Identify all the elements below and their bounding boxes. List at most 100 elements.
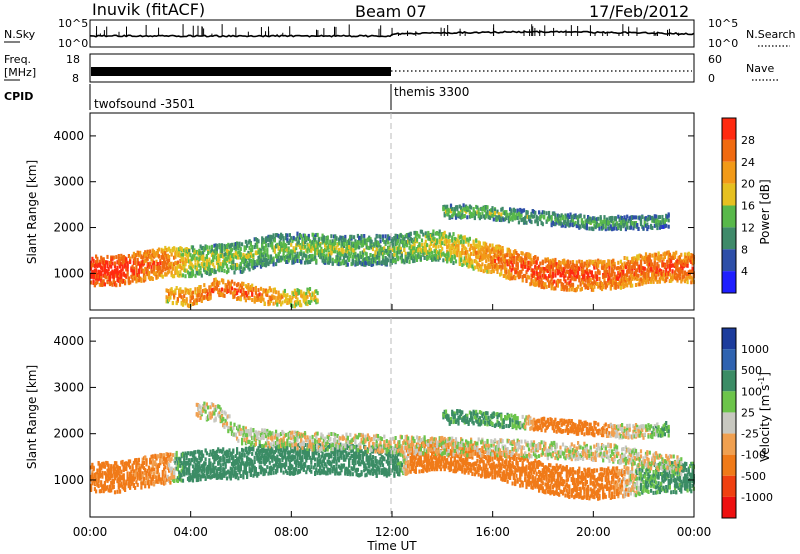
data-cell xyxy=(199,270,202,275)
data-cell xyxy=(118,477,122,482)
data-cell xyxy=(519,207,522,212)
data-cell xyxy=(151,253,154,257)
data-cell xyxy=(100,464,103,469)
data-cell xyxy=(667,254,670,259)
data-cell xyxy=(141,464,144,469)
data-cell xyxy=(286,293,289,298)
data-cell xyxy=(493,248,497,253)
data-cell xyxy=(561,214,565,219)
data-cell xyxy=(602,275,605,280)
data-cell xyxy=(504,258,507,263)
data-cell xyxy=(387,258,390,263)
data-cell xyxy=(219,261,222,266)
data-cell xyxy=(214,286,217,290)
data-cell xyxy=(383,246,386,251)
data-cell xyxy=(622,222,625,227)
data-cell xyxy=(293,300,296,305)
data-cell xyxy=(399,255,402,260)
data-cell xyxy=(120,268,123,273)
data-cell xyxy=(308,292,312,297)
data-cell xyxy=(193,299,196,304)
data-cell xyxy=(296,241,299,246)
data-cell xyxy=(422,248,425,253)
data-cell xyxy=(350,250,353,255)
data-cell xyxy=(656,222,659,227)
data-cell xyxy=(564,219,567,224)
data-cell xyxy=(582,265,585,270)
data-cell xyxy=(152,267,156,272)
data-cell xyxy=(597,284,600,289)
data-cell xyxy=(171,290,174,295)
data-cell xyxy=(462,259,465,264)
data-cell xyxy=(451,235,454,240)
data-cell xyxy=(568,223,571,228)
data-cell xyxy=(535,218,538,222)
data-cell xyxy=(217,290,220,295)
data-cell xyxy=(120,256,123,261)
data-cell xyxy=(468,247,471,252)
data-cell xyxy=(129,479,132,484)
data-cell xyxy=(310,298,313,303)
data-cell xyxy=(506,274,509,279)
data-cell xyxy=(505,259,508,264)
data-cell xyxy=(295,302,298,307)
data-cell xyxy=(91,256,94,261)
data-cell xyxy=(561,260,565,265)
data-cell xyxy=(677,273,680,278)
data-cell xyxy=(487,248,490,253)
data-cell xyxy=(205,254,208,258)
data-cell xyxy=(441,252,444,257)
data-cell xyxy=(101,283,104,287)
data-cell xyxy=(588,220,591,225)
data-cell xyxy=(209,271,212,275)
data-cell xyxy=(239,255,242,260)
data-cell xyxy=(125,481,128,486)
data-cell xyxy=(267,288,270,293)
data-cell xyxy=(256,259,259,264)
data-cell xyxy=(100,480,103,485)
data-cell xyxy=(578,266,581,271)
data-cell xyxy=(137,468,140,473)
data-cell xyxy=(90,260,93,265)
data-cell xyxy=(247,240,250,245)
data-cell xyxy=(551,267,554,272)
data-cell xyxy=(512,274,515,279)
data-cell xyxy=(185,253,188,257)
data-cell xyxy=(93,269,96,274)
data-cell xyxy=(431,250,434,255)
data-cell xyxy=(223,247,226,252)
data-cell xyxy=(632,215,635,220)
data-cell xyxy=(369,237,372,242)
data-cell xyxy=(490,270,493,274)
data-cell xyxy=(326,246,329,251)
data-cell xyxy=(225,248,229,253)
data-cell xyxy=(174,254,177,259)
data-cell xyxy=(566,213,570,218)
data-cell xyxy=(194,290,197,295)
data-cell xyxy=(458,235,461,240)
data-cell xyxy=(139,250,142,255)
data-cell xyxy=(220,243,224,248)
data-cell xyxy=(676,274,679,278)
data-cell xyxy=(233,245,236,250)
data-cell xyxy=(619,283,622,288)
data-cell xyxy=(521,266,524,271)
data-cell xyxy=(444,238,448,243)
data-cell xyxy=(150,265,153,270)
data-cell xyxy=(390,239,393,244)
data-cell xyxy=(228,244,231,249)
data-cell xyxy=(288,254,291,259)
data-cell xyxy=(266,237,269,242)
data-cell xyxy=(670,263,673,268)
data-cell xyxy=(516,261,519,266)
data-cell xyxy=(142,476,146,481)
data-cell xyxy=(194,298,197,303)
data-cell xyxy=(461,263,464,267)
data-cell xyxy=(282,250,285,255)
data-cell xyxy=(103,471,106,476)
data-cell xyxy=(149,261,152,266)
data-cell xyxy=(281,247,284,252)
data-cell xyxy=(208,245,211,250)
data-cell xyxy=(648,276,651,281)
data-cell xyxy=(180,273,183,278)
